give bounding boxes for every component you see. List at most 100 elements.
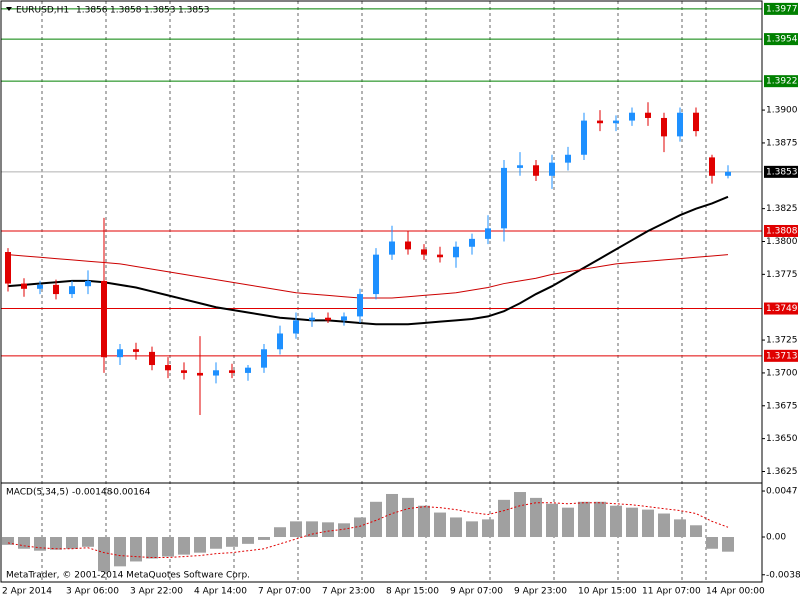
candle-body [357, 294, 363, 317]
macd-bar [722, 537, 734, 552]
y-tick-label: 1.3875 [766, 138, 798, 148]
x-tick-label: 4 Apr 14:00 [194, 587, 247, 597]
candle-body [693, 112, 699, 132]
candle-body [677, 112, 683, 137]
macd-bar [562, 507, 574, 538]
level-label-box [764, 349, 798, 362]
candle-body [389, 241, 395, 255]
candle-body [421, 249, 427, 255]
macd-bar [594, 501, 606, 538]
candle-body [69, 286, 75, 295]
y-tick-label: 1.3650 [766, 434, 798, 444]
x-tick-label: 9 Apr 23:00 [514, 587, 567, 597]
macd-bar [466, 521, 478, 538]
x-tick-label: 3 Apr 06:00 [66, 587, 119, 597]
ohlc: 1.3856 [76, 6, 108, 16]
level-label-box [764, 224, 798, 237]
menu-arrow[interactable] [6, 7, 12, 11]
y-tick-label: 1.3700 [766, 368, 798, 378]
x-tick-label: 2 Apr 2014 [2, 587, 52, 597]
candle-body [597, 120, 603, 124]
macd-value: -0.00164 [110, 488, 151, 498]
bid-label: 1.3853 [766, 167, 798, 177]
macd-bar [530, 497, 542, 538]
candle-body [405, 241, 411, 250]
macd-bar [146, 537, 158, 559]
macd-bar [2, 537, 14, 545]
candle-body [85, 280, 91, 287]
candle-body [645, 112, 651, 118]
macd-bar [114, 537, 126, 567]
macd-bar [82, 537, 94, 547]
y-tick-label: 1.3625 [766, 467, 798, 477]
candle-body [117, 349, 123, 358]
candle-body [437, 254, 443, 258]
macd-bar [178, 537, 190, 555]
macd-bar [642, 509, 654, 538]
candle-body [613, 120, 619, 124]
y-tick-label: 1.3725 [766, 336, 798, 346]
macd-bar [482, 519, 494, 538]
symbol: EURUSD,H1 [16, 6, 69, 16]
y-tick-label: 0.00 [766, 533, 786, 543]
x-tick-label: 3 Apr 22:00 [130, 587, 183, 597]
x-tick-label: 7 Apr 07:00 [258, 587, 311, 597]
level-label: 1.3954 [766, 35, 798, 45]
macd-bar [498, 499, 510, 538]
candle-body [341, 316, 347, 321]
macd-bar [706, 537, 718, 549]
candle-body [373, 254, 379, 295]
y-tick-label: 0.0047 [766, 487, 798, 497]
candle-body [229, 370, 235, 373]
x-tick-label: 11 Apr 07:00 [642, 587, 701, 597]
level-label-box [764, 302, 798, 315]
level-label: 1.3808 [766, 226, 798, 236]
candle-body [309, 317, 315, 321]
macd-bar [274, 527, 286, 538]
macd-bar [210, 537, 222, 549]
macd-signal [7, 502, 729, 559]
macd-bar [658, 513, 670, 538]
macd-bar [290, 521, 302, 538]
macd-bar [546, 503, 558, 538]
macd-bar [402, 497, 414, 538]
candle-body [165, 365, 171, 371]
candle-body [149, 351, 155, 366]
macd-bar [50, 537, 62, 550]
bid-label-box [764, 165, 798, 178]
candle-body [5, 252, 11, 284]
macd-title: MACD(5,34,5) [6, 488, 69, 498]
macd-bar [242, 537, 254, 544]
macd-bar [610, 505, 622, 538]
macd-bar [434, 512, 446, 538]
candle-body [325, 317, 331, 321]
macd-bar [258, 537, 270, 540]
ohlc: 1.3858 [110, 6, 142, 16]
macd-bar [226, 537, 238, 547]
moving-average [7, 195, 729, 326]
ohlc: 1.3853 [144, 6, 176, 16]
y-tick-label: 1.3775 [766, 270, 798, 280]
plot [2, 102, 734, 572]
macd-bar [162, 537, 174, 557]
level-label: 1.3922 [766, 77, 798, 87]
candle-body [661, 117, 667, 137]
level-label: 1.3749 [766, 304, 798, 314]
macd-bar [386, 493, 398, 538]
moving-average [7, 254, 729, 299]
candle-body [133, 349, 139, 352]
macd-bar [450, 517, 462, 538]
candle-body [37, 284, 43, 289]
y-tick-label: -0.00386 [766, 570, 800, 580]
x-tick-label: 7 Apr 23:00 [322, 587, 375, 597]
footer: MetaTrader, © 2001-2014 MetaQuotes Softw… [6, 571, 250, 581]
macd-bar [578, 501, 590, 538]
candle-body [517, 165, 523, 168]
macd-bar [690, 525, 702, 538]
candle-body [629, 112, 635, 121]
candle-body [581, 120, 587, 155]
x-tick-label: 14 Apr 00:00 [706, 587, 765, 597]
candle-body [485, 228, 491, 239]
